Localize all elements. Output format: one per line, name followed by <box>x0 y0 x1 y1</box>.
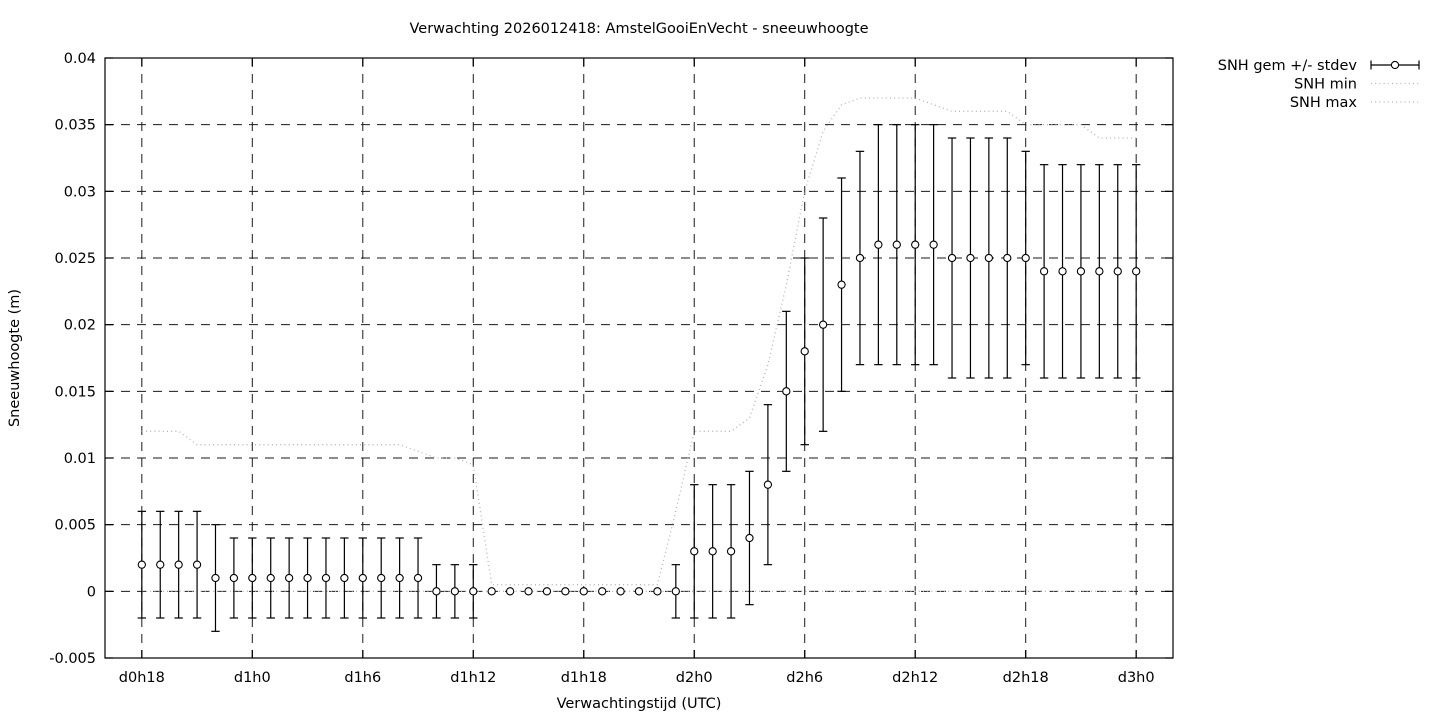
mean-point-marker <box>450 587 460 596</box>
mean-point-marker <box>358 573 367 583</box>
mean-point-marker <box>579 587 588 596</box>
mean-point-marker <box>377 573 386 583</box>
mean-point-marker <box>321 573 331 583</box>
mean-point-marker <box>818 320 828 329</box>
y-tick-label: 0.04 <box>64 51 96 67</box>
mean-point-marker <box>1058 267 1067 276</box>
mean-point-marker <box>1021 253 1030 263</box>
mean-point-marker <box>266 573 275 583</box>
y-tick-label: 0.02 <box>64 318 96 334</box>
legend: SNH gem +/- stdev SNH min SNH max <box>1218 58 1420 111</box>
mean-point-marker <box>1076 267 1086 276</box>
mean-point-marker <box>634 587 644 596</box>
mean-point-marker <box>726 547 736 556</box>
y-tick-label: 0 <box>87 584 96 600</box>
x-axis-label: Verwachtingstijd (UTC) <box>557 696 722 712</box>
tick-labels: -0.005 0 0.005 0.01 0.015 0.02 0.025 0.03 0.035 0… <box>49 51 1154 686</box>
mean-point-marker <box>505 587 515 596</box>
y-tick-label: 0.035 <box>54 118 96 134</box>
mean-point-marker <box>874 240 883 249</box>
y-axis-label: Sneeuwhoogte (m) <box>7 289 23 427</box>
x-tick-label: d2h0 <box>676 670 713 686</box>
x-tick-label: d0h18 <box>119 670 165 686</box>
mean-point-marker <box>1132 267 1141 276</box>
mean-point-marker <box>1039 267 1049 276</box>
mean-point-marker <box>984 253 994 263</box>
mean-point-marker <box>303 573 312 583</box>
mean-point-marker <box>137 560 146 569</box>
mean-point-marker <box>892 240 901 249</box>
mean-point-marker <box>156 560 165 569</box>
x-tick-label: d1h0 <box>234 670 271 686</box>
plot-border-and-ticks <box>104 57 1174 659</box>
mean-point-marker <box>966 253 975 263</box>
mean-point-marker <box>192 560 202 569</box>
mean-point-marker <box>800 347 809 356</box>
mean-point-marker <box>782 387 791 396</box>
mean-point-marker <box>211 573 220 583</box>
mean-point-marker <box>690 547 699 556</box>
mean-point-marker <box>524 587 533 596</box>
mean-point-marker <box>340 573 349 583</box>
x-tick-label: d2h18 <box>1003 670 1049 686</box>
x-tick-label: d2h6 <box>786 670 823 686</box>
mean-point-marker <box>395 573 404 583</box>
mean-point-marker <box>413 573 423 583</box>
minmax-lines <box>141 97 1137 592</box>
mean-point-marker <box>469 587 478 596</box>
x-tick-label: d1h18 <box>561 670 607 686</box>
mean-point-marker <box>763 480 773 489</box>
x-tick-label: d2h12 <box>892 670 938 686</box>
errorbar-series <box>137 124 1141 632</box>
mean-point-marker <box>671 587 680 596</box>
legend-label-snh-max: SNH max <box>1290 95 1358 111</box>
snh-max-line <box>141 97 1137 586</box>
mean-point-marker <box>855 253 865 263</box>
mean-point-marker <box>708 547 717 556</box>
legend-marker-sample <box>1390 60 1400 70</box>
mean-point-marker <box>911 240 920 249</box>
plot-border <box>104 57 1174 659</box>
mean-point-marker <box>487 587 496 596</box>
mean-point-marker <box>229 573 239 583</box>
legend-label-snh-min: SNH min <box>1294 77 1357 93</box>
mean-point-marker <box>174 560 183 569</box>
y-tick-label: 0.03 <box>64 184 96 200</box>
chart-title: Verwachting 2026012418: AmstelGooiEnVech… <box>409 21 868 37</box>
y-tick-label: 0.015 <box>54 384 96 400</box>
legend-label-snh-gem-stdev: SNH gem +/- stdev <box>1218 58 1358 74</box>
mean-point-marker <box>542 587 552 596</box>
mean-point-marker <box>616 587 625 596</box>
mean-point-marker <box>248 573 257 583</box>
y-tick-label: -0.005 <box>49 651 96 667</box>
mean-point-marker <box>1095 267 1104 276</box>
y-tick-label: 0.005 <box>54 518 96 534</box>
mean-point-marker <box>432 587 441 596</box>
mean-point-marker <box>947 253 957 263</box>
y-tick-label: 0.025 <box>54 251 96 267</box>
mean-point-marker <box>837 280 846 289</box>
mean-point-marker <box>745 533 754 543</box>
mean-point-marker <box>284 573 294 583</box>
y-tick-label: 0.01 <box>64 451 96 467</box>
x-tick-label: d3h0 <box>1118 670 1155 686</box>
mean-point-marker <box>1113 267 1122 276</box>
mean-point-marker <box>561 587 570 596</box>
x-tick-label: d1h6 <box>344 670 381 686</box>
plot-grid <box>105 57 1173 659</box>
mean-point-marker <box>653 587 662 596</box>
mean-point-marker <box>929 240 938 249</box>
x-tick-label: d1h12 <box>450 670 496 686</box>
mean-point-marker <box>1003 253 1012 263</box>
mean-point-marker <box>598 587 607 596</box>
